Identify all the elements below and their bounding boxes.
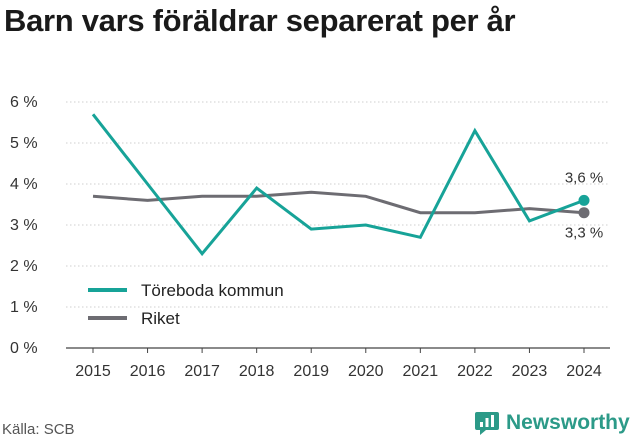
- end-point-riket: [578, 207, 590, 219]
- y-tick-label: 5 %: [10, 135, 38, 152]
- gridlines: [66, 101, 610, 349]
- legend: Töreboda kommun Riket: [88, 281, 284, 328]
- chart-title: Barn vars föräldrar separerat per år: [4, 3, 516, 38]
- y-tick-label: 2 %: [10, 258, 38, 275]
- legend-label-toreboda: Töreboda kommun: [141, 281, 284, 300]
- x-tick-label: 2019: [293, 363, 329, 380]
- series-line-riket: [92, 190, 585, 215]
- y-tick-label: 6 %: [10, 94, 38, 111]
- y-tick-label: 1 %: [10, 299, 38, 316]
- y-axis-ticks: 0 % 1 % 2 % 3 % 4 % 5 % 6 %: [10, 94, 38, 357]
- x-tick-label: 2018: [239, 363, 275, 380]
- series-line-toreboda: [91, 113, 585, 257]
- x-tick-label: 2021: [403, 363, 439, 380]
- newsworthy-logo-icon: [475, 412, 499, 435]
- series-lines: 3,6 % 3,3 %: [91, 113, 603, 257]
- x-tick-label: 2022: [457, 363, 493, 380]
- y-tick-label: 4 %: [10, 176, 38, 193]
- newsworthy-logo-text: Newsworthy: [506, 411, 630, 434]
- end-label-riket: 3,3 %: [565, 225, 603, 242]
- x-tick-label: 2015: [75, 363, 111, 380]
- newsworthy-logo[interactable]: Newsworthy: [474, 408, 630, 438]
- y-tick-label: 3 %: [10, 217, 38, 234]
- end-label-toreboda: 3,6 %: [565, 169, 603, 186]
- line-chart: 0 %1 %2 %3 %4 %5 %6 % 2015 2016 2017 2018 20…: [10, 94, 610, 380]
- x-tick-label: 2016: [130, 363, 166, 380]
- x-tick-label: 2024: [566, 363, 602, 380]
- end-point-toreboda: [578, 194, 590, 206]
- x-tick-label: 2020: [348, 363, 384, 380]
- legend-label-riket: Riket: [141, 309, 180, 328]
- y-tick-label: 0 %: [10, 340, 38, 357]
- x-tick-label: 2017: [184, 363, 220, 380]
- source-note: Källa: SCB: [2, 421, 75, 438]
- x-axis-ticks: 2015 2016 2017 2018 2019 2020 2021 2022 2023 2024: [75, 348, 602, 380]
- x-tick-label: 2023: [512, 363, 548, 380]
